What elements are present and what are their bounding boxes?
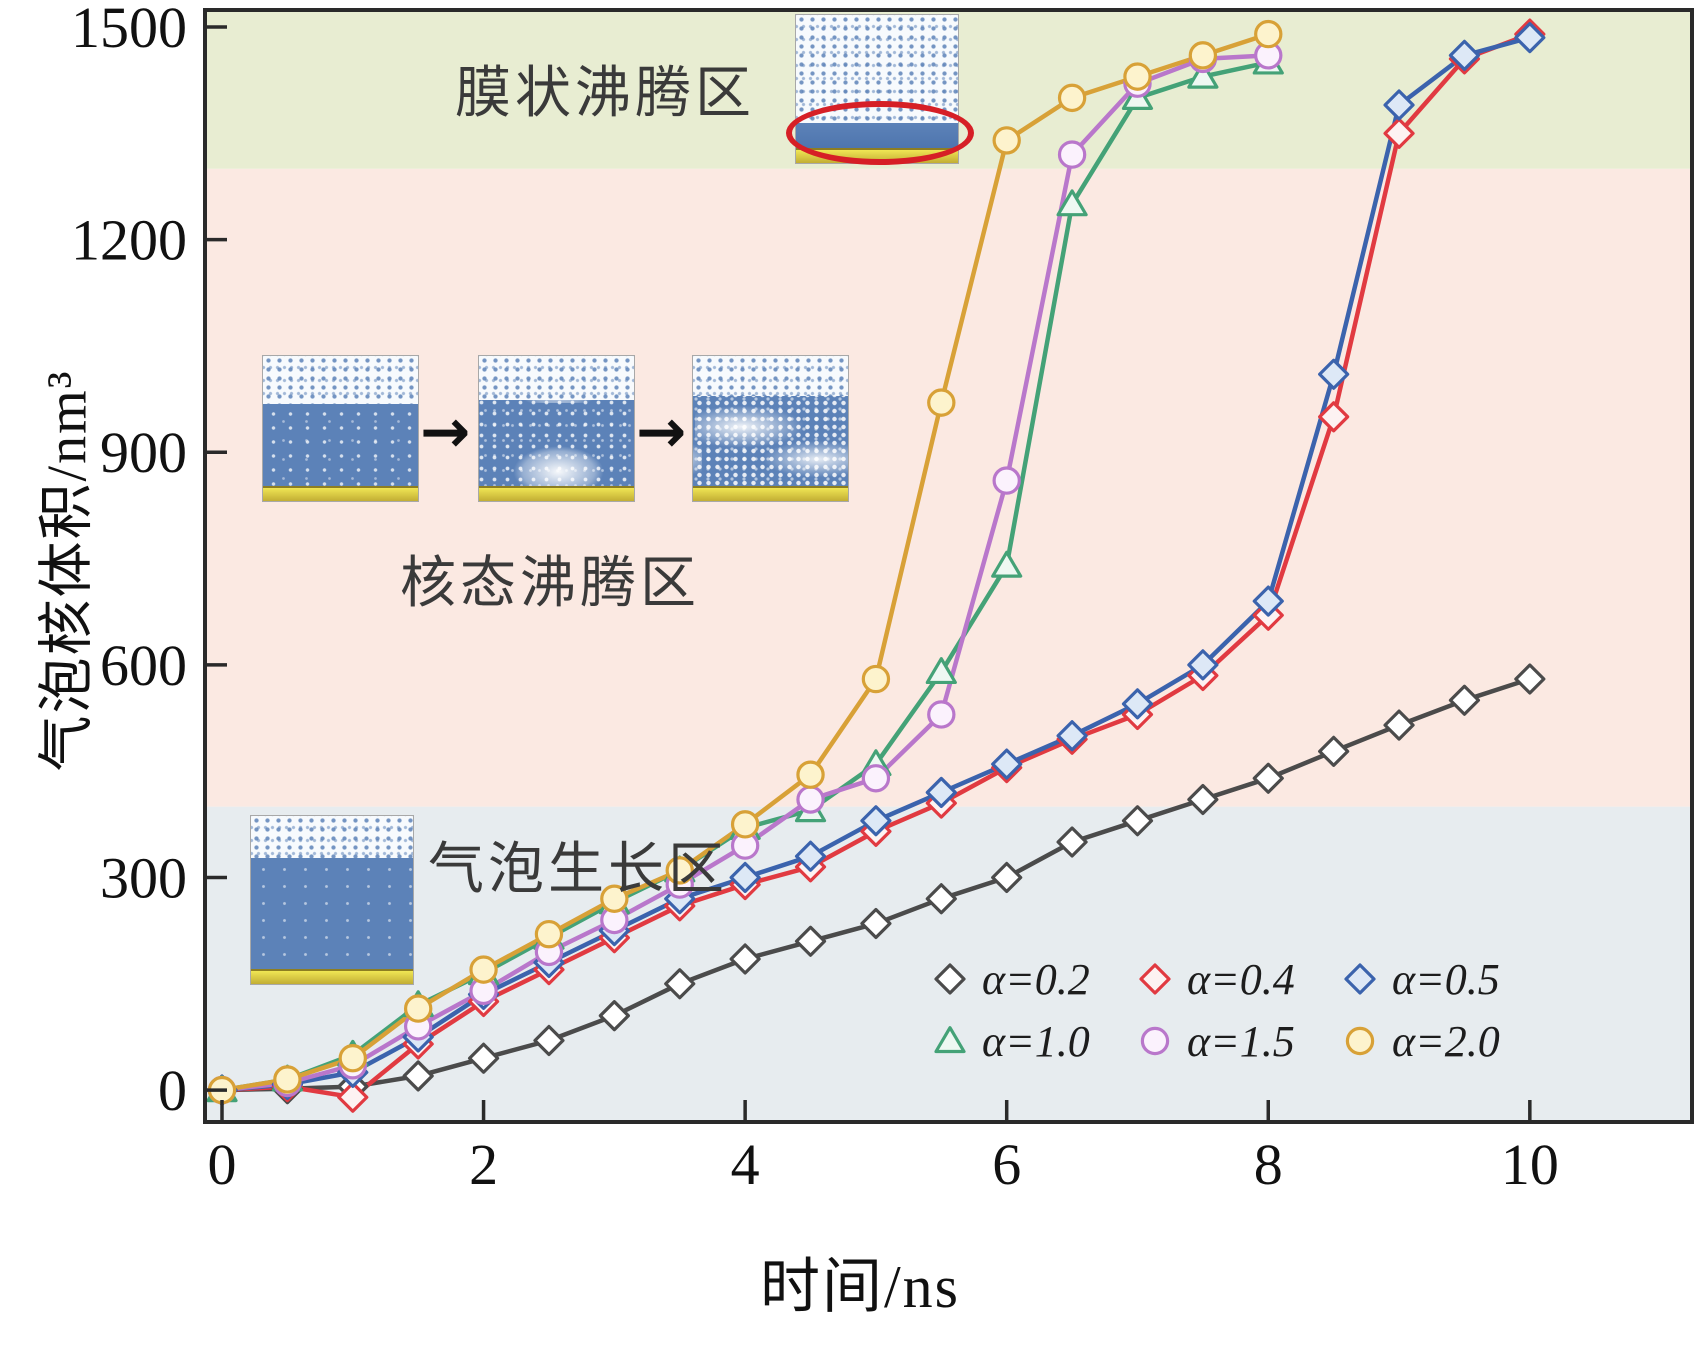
circle-marker-icon	[1140, 1026, 1170, 1056]
legend-item-alpha-0.4: α=0.4	[1135, 954, 1340, 1005]
legend-label: α=1.5	[1187, 1016, 1295, 1066]
svg-text:1200: 1200	[71, 208, 187, 273]
svg-text:1500: 1500	[71, 0, 187, 60]
highlight-ellipse	[786, 101, 974, 165]
diamond-marker-icon	[934, 963, 966, 995]
svg-text:600: 600	[100, 633, 187, 698]
nucleate-snapshot-3-image	[692, 355, 849, 502]
svg-text:8: 8	[1254, 1132, 1283, 1197]
legend: α=0.2 α=0.4 α=0.5 α=1.0 α=1.5 α=2.0	[930, 948, 1545, 1072]
arrow-icon: →	[636, 397, 687, 467]
diamond-marker-icon	[1139, 963, 1171, 995]
svg-text:900: 900	[100, 420, 187, 485]
legend-item-alpha-1.0: α=1.0	[930, 1016, 1135, 1067]
nucleate-snapshot-1-image	[262, 355, 419, 502]
legend-item-alpha-1.5: α=1.5	[1135, 1016, 1340, 1067]
svg-text:0: 0	[158, 1058, 187, 1123]
film-boiling-snapshot-image	[786, 14, 974, 165]
arrow-icon: →	[420, 397, 471, 467]
svg-text:10: 10	[1501, 1132, 1559, 1197]
region-label-bubble-growth: 气泡生长区	[428, 839, 728, 901]
diamond-marker-icon	[1344, 963, 1376, 995]
legend-label: α=0.4	[1187, 954, 1295, 1004]
svg-text:0: 0	[208, 1132, 237, 1197]
nucleate-snapshot-2-image	[478, 355, 635, 502]
legend-label: α=0.2	[982, 954, 1090, 1004]
region-label-film-boiling: 膜状沸腾区	[455, 63, 755, 125]
svg-text:300: 300	[100, 845, 187, 910]
y-axis-title: 气泡核体积/nm³	[36, 369, 99, 772]
circle-marker-icon	[1345, 1026, 1375, 1056]
legend-item-alpha-2.0: α=2.0	[1340, 1016, 1545, 1067]
svg-text:2: 2	[469, 1132, 498, 1197]
svg-text:6: 6	[992, 1132, 1021, 1197]
legend-label: α=1.0	[982, 1016, 1090, 1066]
bubble-growth-snapshot-image	[250, 815, 414, 985]
legend-label: α=2.0	[1392, 1016, 1500, 1066]
legend-label: α=0.5	[1392, 954, 1500, 1004]
x-axis-title: 时间/ns	[760, 1254, 961, 1320]
region-label-nucleate-boiling: 核态沸腾区	[400, 553, 700, 615]
triangle-marker-icon	[934, 1026, 966, 1054]
legend-item-alpha-0.5: α=0.5	[1340, 954, 1545, 1005]
legend-item-alpha-0.2: α=0.2	[930, 954, 1135, 1005]
svg-text:4: 4	[731, 1132, 760, 1197]
